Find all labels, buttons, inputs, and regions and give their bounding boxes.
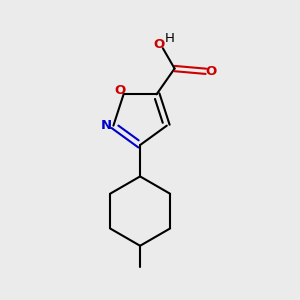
Text: H: H xyxy=(164,32,174,45)
Text: O: O xyxy=(206,65,217,78)
Text: O: O xyxy=(115,84,126,97)
Text: N: N xyxy=(100,119,112,132)
Text: O: O xyxy=(153,38,164,51)
